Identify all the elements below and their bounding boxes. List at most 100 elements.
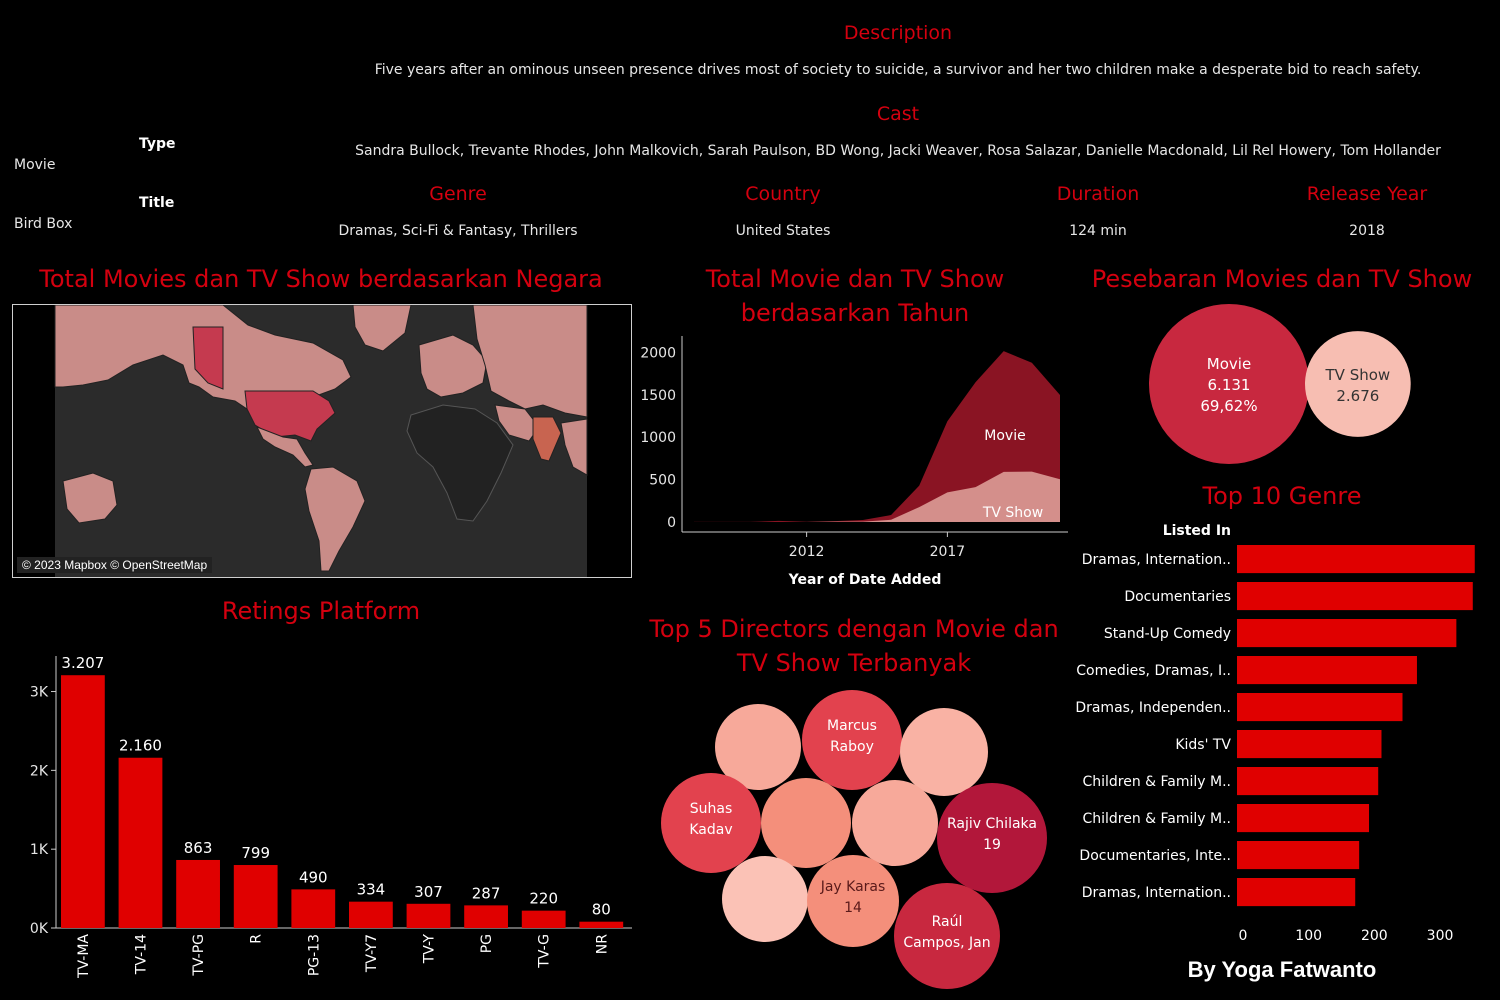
map-greenland[interactable] <box>352 305 412 352</box>
map-mexico[interactable] <box>255 426 314 468</box>
y-axis-title: Listed In <box>1163 523 1231 539</box>
genre-bar[interactable] <box>1237 841 1360 870</box>
rating-bar[interactable] <box>464 905 508 928</box>
map-australia[interactable] <box>62 472 118 524</box>
director-bubble[interactable] <box>852 780 938 866</box>
directors-chart[interactable]: Marcus Raboy Suhas Kadav Rajiv Chilaka 19 Jay … <box>650 690 1060 990</box>
map-africa[interactable] <box>406 404 514 522</box>
country-map[interactable]: © 2023 Mapbox © OpenStreetMap <box>12 304 632 578</box>
split-chart[interactable]: Movie 6.131 69,62% TV Show 2.676 <box>1130 300 1450 480</box>
bubble-tvshow[interactable] <box>1305 331 1411 437</box>
rating-category-label: R <box>249 934 265 944</box>
country-label: Country <box>745 183 821 205</box>
map-middle-east[interactable] <box>494 404 540 442</box>
director-bubble[interactable] <box>807 855 899 947</box>
x-axis-title: Year of Date Added <box>788 572 942 588</box>
director-bubble[interactable] <box>715 704 801 790</box>
duration-label: Duration <box>1056 183 1140 205</box>
director-label: Marcus <box>827 718 877 734</box>
y-tick-label: 1000 <box>640 430 676 446</box>
genre-bar[interactable] <box>1237 545 1475 574</box>
director-label: Campos, Jan <box>903 935 990 951</box>
area-chart-title: Total Movie dan TV Show berdasarkan Tahu… <box>705 265 1005 327</box>
rating-category-label: PG <box>479 934 495 953</box>
director-label: Jay Karas <box>820 879 886 895</box>
rating-bar[interactable] <box>406 903 451 928</box>
rating-category-label: NR <box>594 934 610 954</box>
genre-category-label: Dramas, Independen.. <box>1075 700 1231 716</box>
genre-bar[interactable] <box>1237 693 1403 722</box>
director-label: 19 <box>983 837 1001 853</box>
genre-bar[interactable] <box>1237 878 1356 907</box>
rating-category-label: TV-PG <box>191 934 207 977</box>
title-value[interactable]: Bird Box <box>14 216 73 232</box>
x-tick-label: 2017 <box>930 544 966 560</box>
rating-bar[interactable] <box>579 921 624 928</box>
world-map-graphic[interactable] <box>13 305 631 577</box>
map-europe[interactable] <box>418 334 488 398</box>
rating-bar[interactable] <box>176 859 220 928</box>
director-label: Suhas <box>690 801 733 817</box>
type-value[interactable]: Movie <box>14 157 56 173</box>
genre-category-label: Dramas, Internation.. <box>1082 885 1231 901</box>
rating-bar[interactable] <box>118 757 163 928</box>
director-label: Raúl <box>932 914 963 930</box>
director-bubble[interactable] <box>761 778 851 868</box>
genre-bar[interactable] <box>1237 804 1370 833</box>
title-label: Title <box>139 195 175 211</box>
y-tick-label: 0K <box>30 921 49 937</box>
rating-value-label: 490 <box>299 868 328 886</box>
rating-value-label: 2.160 <box>119 737 162 755</box>
genre-category-label: Kids' TV <box>1175 737 1231 753</box>
rating-bar[interactable] <box>349 901 393 928</box>
director-bubble[interactable] <box>937 783 1047 893</box>
rating-bar[interactable] <box>233 865 278 928</box>
map-united-states[interactable] <box>244 390 336 442</box>
rating-value-label: 3.207 <box>61 654 104 672</box>
rating-value-label: 80 <box>592 901 611 919</box>
rating-category-label: TV-Y <box>421 934 437 965</box>
map-southeast-asia[interactable] <box>560 418 588 476</box>
map-alaska[interactable] <box>192 326 224 390</box>
director-bubble[interactable] <box>661 773 761 873</box>
director-bubble[interactable] <box>900 708 988 796</box>
genre-bar[interactable] <box>1237 656 1417 685</box>
x-tick-label: 300 <box>1427 928 1454 944</box>
map-india[interactable] <box>532 416 562 462</box>
area-chart[interactable]: 0 500 1000 1500 2000 2012 2017 Year of Date Add… <box>630 330 1080 595</box>
genre-chart-title: Top 10 Genre <box>1202 482 1362 510</box>
description-label: Description <box>843 22 953 44</box>
x-tick-label: 200 <box>1361 928 1388 944</box>
rating-bar[interactable] <box>61 675 105 928</box>
y-tick-label: 500 <box>649 473 676 489</box>
bubble-tvshow-label: 2.676 <box>1336 387 1379 405</box>
director-bubble[interactable] <box>722 856 808 942</box>
genre-bar[interactable] <box>1237 582 1473 611</box>
rating-bar[interactable] <box>291 889 336 928</box>
director-bubble[interactable] <box>802 690 902 790</box>
director-label: Kadav <box>689 822 732 838</box>
genre-category-label: Children & Family M.. <box>1082 811 1231 827</box>
genre-chart[interactable]: Listed In Dramas, Internation.. Documentar… <box>1070 515 1490 950</box>
map-south-america[interactable] <box>304 466 366 572</box>
rating-bar[interactable] <box>521 910 566 928</box>
genre-bar[interactable] <box>1237 730 1382 759</box>
ratings-chart[interactable]: 0K 1K 2K 3K 3.207 TV-MA 2.160 TV-14 863 TV-PG 799 R… <box>0 650 640 985</box>
cast-value: Sandra Bullock, Trevante Rhodes, John Ma… <box>355 143 1441 159</box>
genre-category-label: Stand-Up Comedy <box>1104 626 1231 642</box>
map-attribution: © 2023 Mapbox © OpenStreetMap <box>17 557 213 573</box>
area-movie[interactable] <box>694 351 1060 522</box>
genre-bar[interactable] <box>1237 619 1457 648</box>
rating-category-label: TV-MA <box>76 934 92 979</box>
description-value: Five years after an ominous unseen prese… <box>374 62 1422 78</box>
genre-bar[interactable] <box>1237 767 1379 796</box>
duration-value: 124 min <box>1069 223 1127 239</box>
type-label: Type <box>139 136 176 152</box>
genre-label: Genre <box>429 183 487 205</box>
bubble-movie[interactable] <box>1149 304 1309 464</box>
area-tvshow[interactable] <box>694 471 1060 522</box>
director-bubble[interactable] <box>894 883 1000 989</box>
bubble-tvshow-label: TV Show <box>1325 366 1391 384</box>
genre-category-label: Children & Family M.. <box>1082 774 1231 790</box>
director-label: 14 <box>844 900 862 916</box>
